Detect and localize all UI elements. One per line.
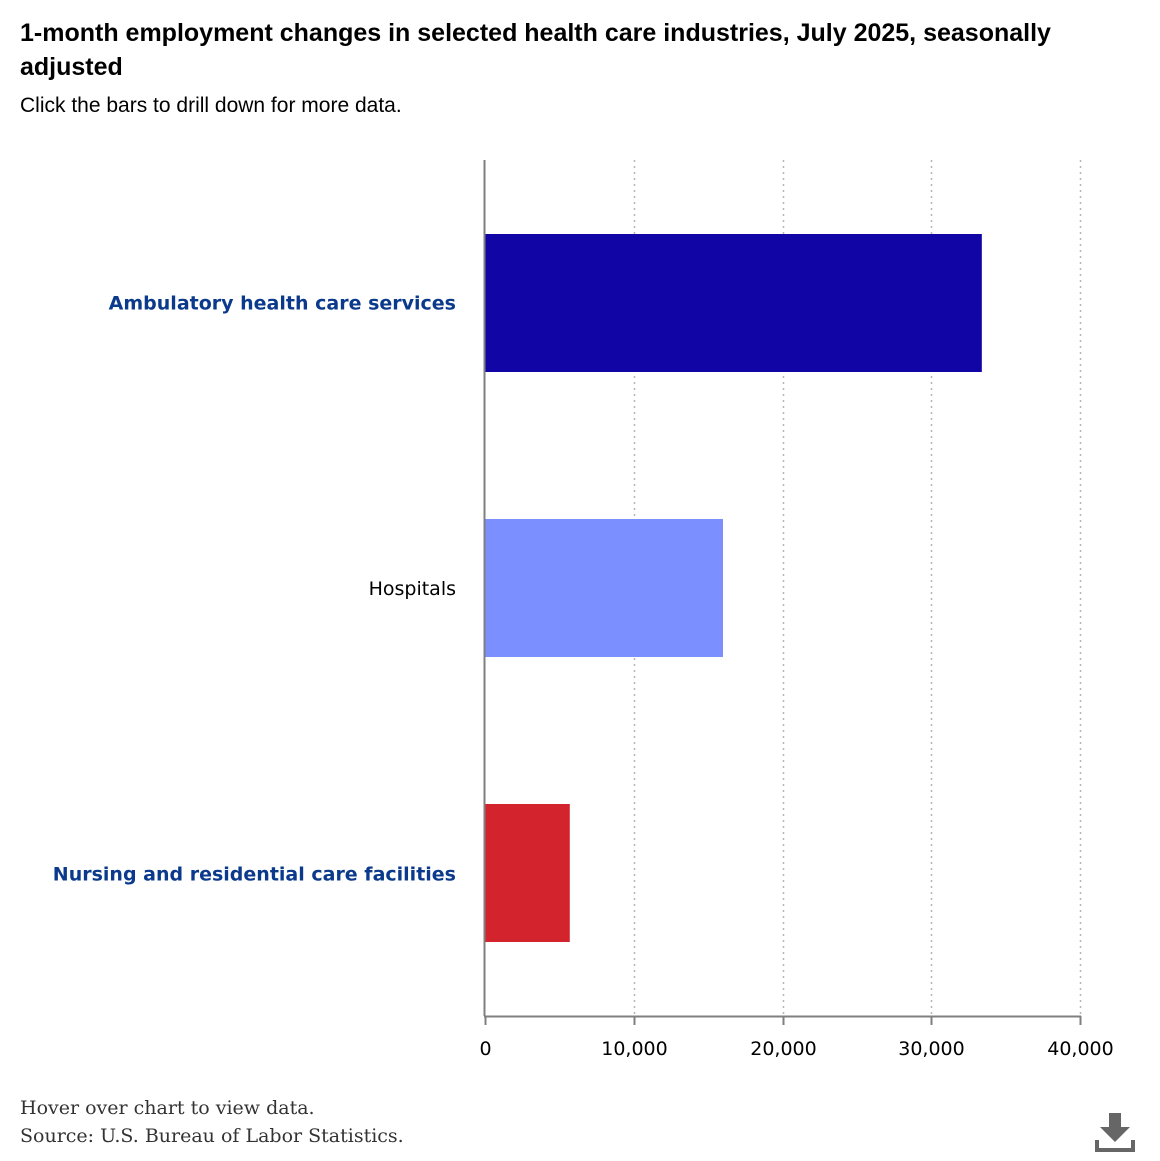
category-label-3[interactable]: Nursing and residential care facilities — [53, 863, 456, 885]
bars[interactable] — [485, 234, 982, 942]
download-button[interactable] — [1092, 1110, 1138, 1156]
x-tick-label-2: 20,000 — [750, 1038, 816, 1060]
category-label-1[interactable]: Ambulatory health care services — [109, 293, 456, 315]
bar-3[interactable] — [485, 804, 570, 942]
bar-1[interactable] — [485, 234, 982, 372]
x-tick-label-3: 30,000 — [898, 1038, 964, 1060]
x-tick-label-1: 10,000 — [601, 1038, 667, 1060]
x-axis-ticks: 0 10,000 20,000 30,000 40,000 — [479, 1016, 1114, 1060]
category-labels: Ambulatory health care services Hospitals… — [53, 293, 456, 886]
download-icon — [1095, 1113, 1135, 1152]
bar-2[interactable] — [485, 519, 723, 657]
chart-subtitle: Click the bars to drill down for more da… — [20, 94, 402, 117]
source-note: Source: U.S. Bureau of Labor Statistics. — [20, 1125, 404, 1147]
x-tick-label-0: 0 — [479, 1038, 491, 1060]
category-label-2: Hospitals — [369, 578, 456, 600]
chart-title: 1-month employment changes in selected h… — [20, 19, 1051, 81]
x-tick-label-4: 40,000 — [1047, 1038, 1113, 1060]
hover-note: Hover over chart to view data. — [20, 1097, 315, 1119]
